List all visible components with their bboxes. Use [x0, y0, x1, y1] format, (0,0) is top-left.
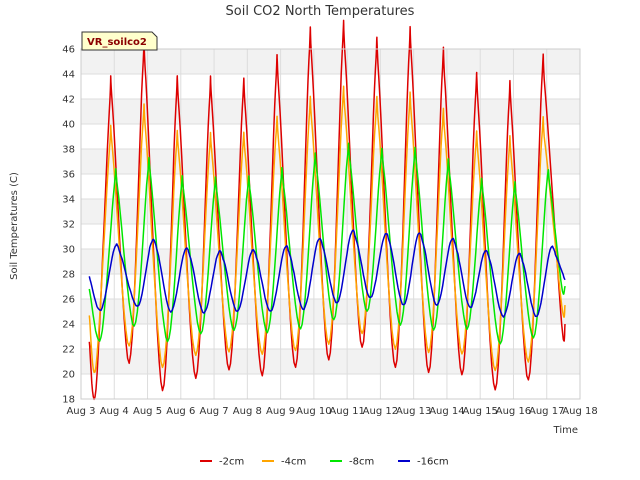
y-tick-label: 28: [62, 270, 75, 281]
x-tick-label: Aug 7: [200, 406, 229, 417]
x-ticks: Aug 3 Aug 4 Aug 5 Aug 6 Aug 7 Aug 8 Aug 9 Aug 1…: [66, 406, 597, 417]
y-tick-label: 42: [62, 95, 75, 106]
y-ticks: 18 20 22 24 26 28 30 32 34 36 38 40 42 44 46: [62, 45, 75, 406]
y-tick-label: 18: [62, 395, 75, 406]
x-axis-label: Time: [553, 425, 578, 436]
y-tick-label: 36: [62, 170, 75, 181]
grid-band: [81, 49, 580, 74]
x-tick-label: Aug 11: [329, 406, 364, 417]
series-layer: [88, 19, 566, 401]
x-tick-label: Aug 16: [496, 406, 531, 417]
grid-band: [81, 149, 580, 174]
x-tick-label: Aug 3: [66, 406, 95, 417]
x-tick-label: Aug 12: [363, 406, 398, 417]
x-tick-label: Aug 4: [100, 406, 129, 417]
grid-band: [81, 99, 580, 124]
x-tick-label: Aug 15: [462, 406, 497, 417]
x-tick-label: Aug 17: [529, 406, 564, 417]
x-tick-label: Aug 14: [429, 406, 464, 417]
series-line--16cm: [88, 229, 566, 318]
y-tick-label: 24: [62, 320, 75, 331]
x-tick-label: Aug 18: [562, 406, 597, 417]
y-tick-label: 38: [62, 145, 75, 156]
y-tick-label: 34: [62, 195, 75, 206]
series-line--4cm: [88, 85, 566, 374]
badge: VR_soilco2: [81, 31, 158, 51]
legend-label: -16cm: [417, 457, 449, 468]
legend-label: -2cm: [219, 457, 244, 468]
grid-band: [81, 249, 580, 274]
legend: -2cm -4cm -8cm -16cm: [200, 457, 449, 468]
legend-label: -8cm: [349, 457, 374, 468]
x-tick-label: Aug 6: [166, 406, 195, 417]
badge-label: VR_soilco2: [87, 37, 147, 48]
y-tick-label: 46: [62, 45, 75, 56]
legend-label: -4cm: [281, 457, 306, 468]
y-tick-label: 20: [62, 370, 75, 381]
y-tick-label: 44: [62, 70, 75, 81]
plot-frame: [80, 48, 581, 400]
x-tick-label: Aug 5: [133, 406, 162, 417]
grid-band: [81, 199, 580, 224]
y-tick-label: 40: [62, 120, 75, 131]
x-tick-label: Aug 9: [266, 406, 295, 417]
y-tick-label: 30: [62, 245, 75, 256]
y-tick-label: 22: [62, 345, 75, 356]
y-axis-label: Soil Temperatures (C): [9, 172, 20, 280]
y-tick-label: 26: [62, 295, 75, 306]
series-line--8cm: [88, 142, 566, 345]
y-tick-label: 32: [62, 220, 75, 231]
x-tick-label: Aug 8: [233, 406, 262, 417]
x-tick-label: Aug 10: [296, 406, 331, 417]
x-tick-label: Aug 13: [396, 406, 431, 417]
chart-title: Soil CO2 North Temperatures: [226, 4, 415, 19]
